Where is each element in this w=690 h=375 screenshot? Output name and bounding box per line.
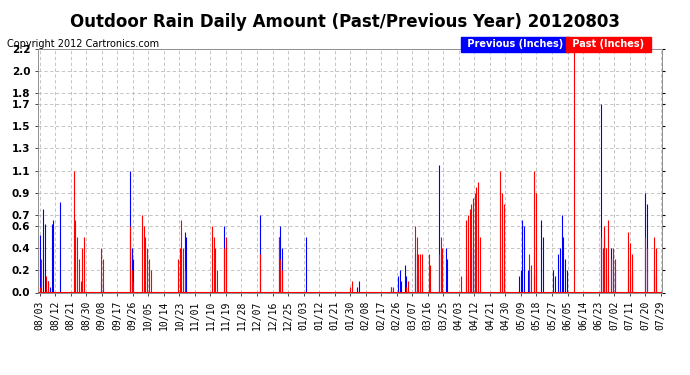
Text: Past (Inches): Past (Inches) bbox=[569, 39, 648, 50]
Text: Previous (Inches): Previous (Inches) bbox=[464, 39, 566, 50]
Text: Copyright 2012 Cartronics.com: Copyright 2012 Cartronics.com bbox=[7, 39, 159, 50]
Text: Outdoor Rain Daily Amount (Past/Previous Year) 20120803: Outdoor Rain Daily Amount (Past/Previous… bbox=[70, 13, 620, 31]
